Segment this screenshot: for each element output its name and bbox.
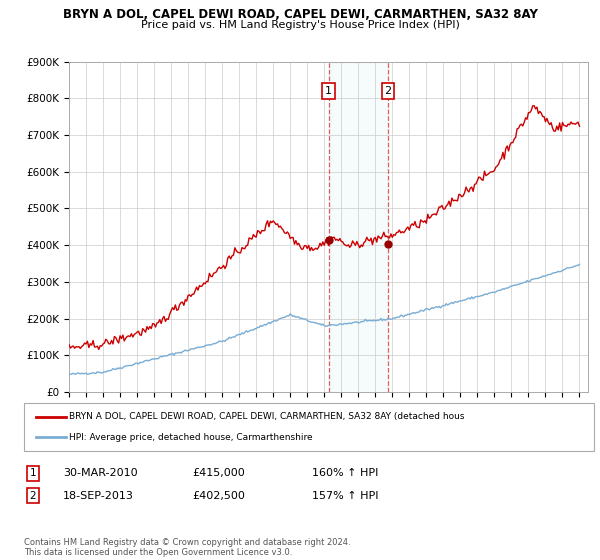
Text: BRYN A DOL, CAPEL DEWI ROAD, CAPEL DEWI, CARMARTHEN, SA32 8AY: BRYN A DOL, CAPEL DEWI ROAD, CAPEL DEWI,… [62,8,538,21]
Text: 2: 2 [29,491,37,501]
Text: 2: 2 [385,86,392,96]
Text: 18-SEP-2013: 18-SEP-2013 [63,491,134,501]
Text: Price paid vs. HM Land Registry's House Price Index (HPI): Price paid vs. HM Land Registry's House … [140,20,460,30]
Text: £415,000: £415,000 [192,468,245,478]
Text: BRYN A DOL, CAPEL DEWI ROAD, CAPEL DEWI, CARMARTHEN, SA32 8AY (detached hous: BRYN A DOL, CAPEL DEWI ROAD, CAPEL DEWI,… [69,412,464,421]
Text: HPI: Average price, detached house, Carmarthenshire: HPI: Average price, detached house, Carm… [69,433,313,442]
Text: 1: 1 [29,468,37,478]
Text: 1: 1 [325,86,332,96]
Text: 30-MAR-2010: 30-MAR-2010 [63,468,137,478]
Text: 160% ↑ HPI: 160% ↑ HPI [312,468,379,478]
Text: 157% ↑ HPI: 157% ↑ HPI [312,491,379,501]
Text: £402,500: £402,500 [192,491,245,501]
Text: Contains HM Land Registry data © Crown copyright and database right 2024.
This d: Contains HM Land Registry data © Crown c… [24,538,350,557]
Bar [329,62,388,392]
